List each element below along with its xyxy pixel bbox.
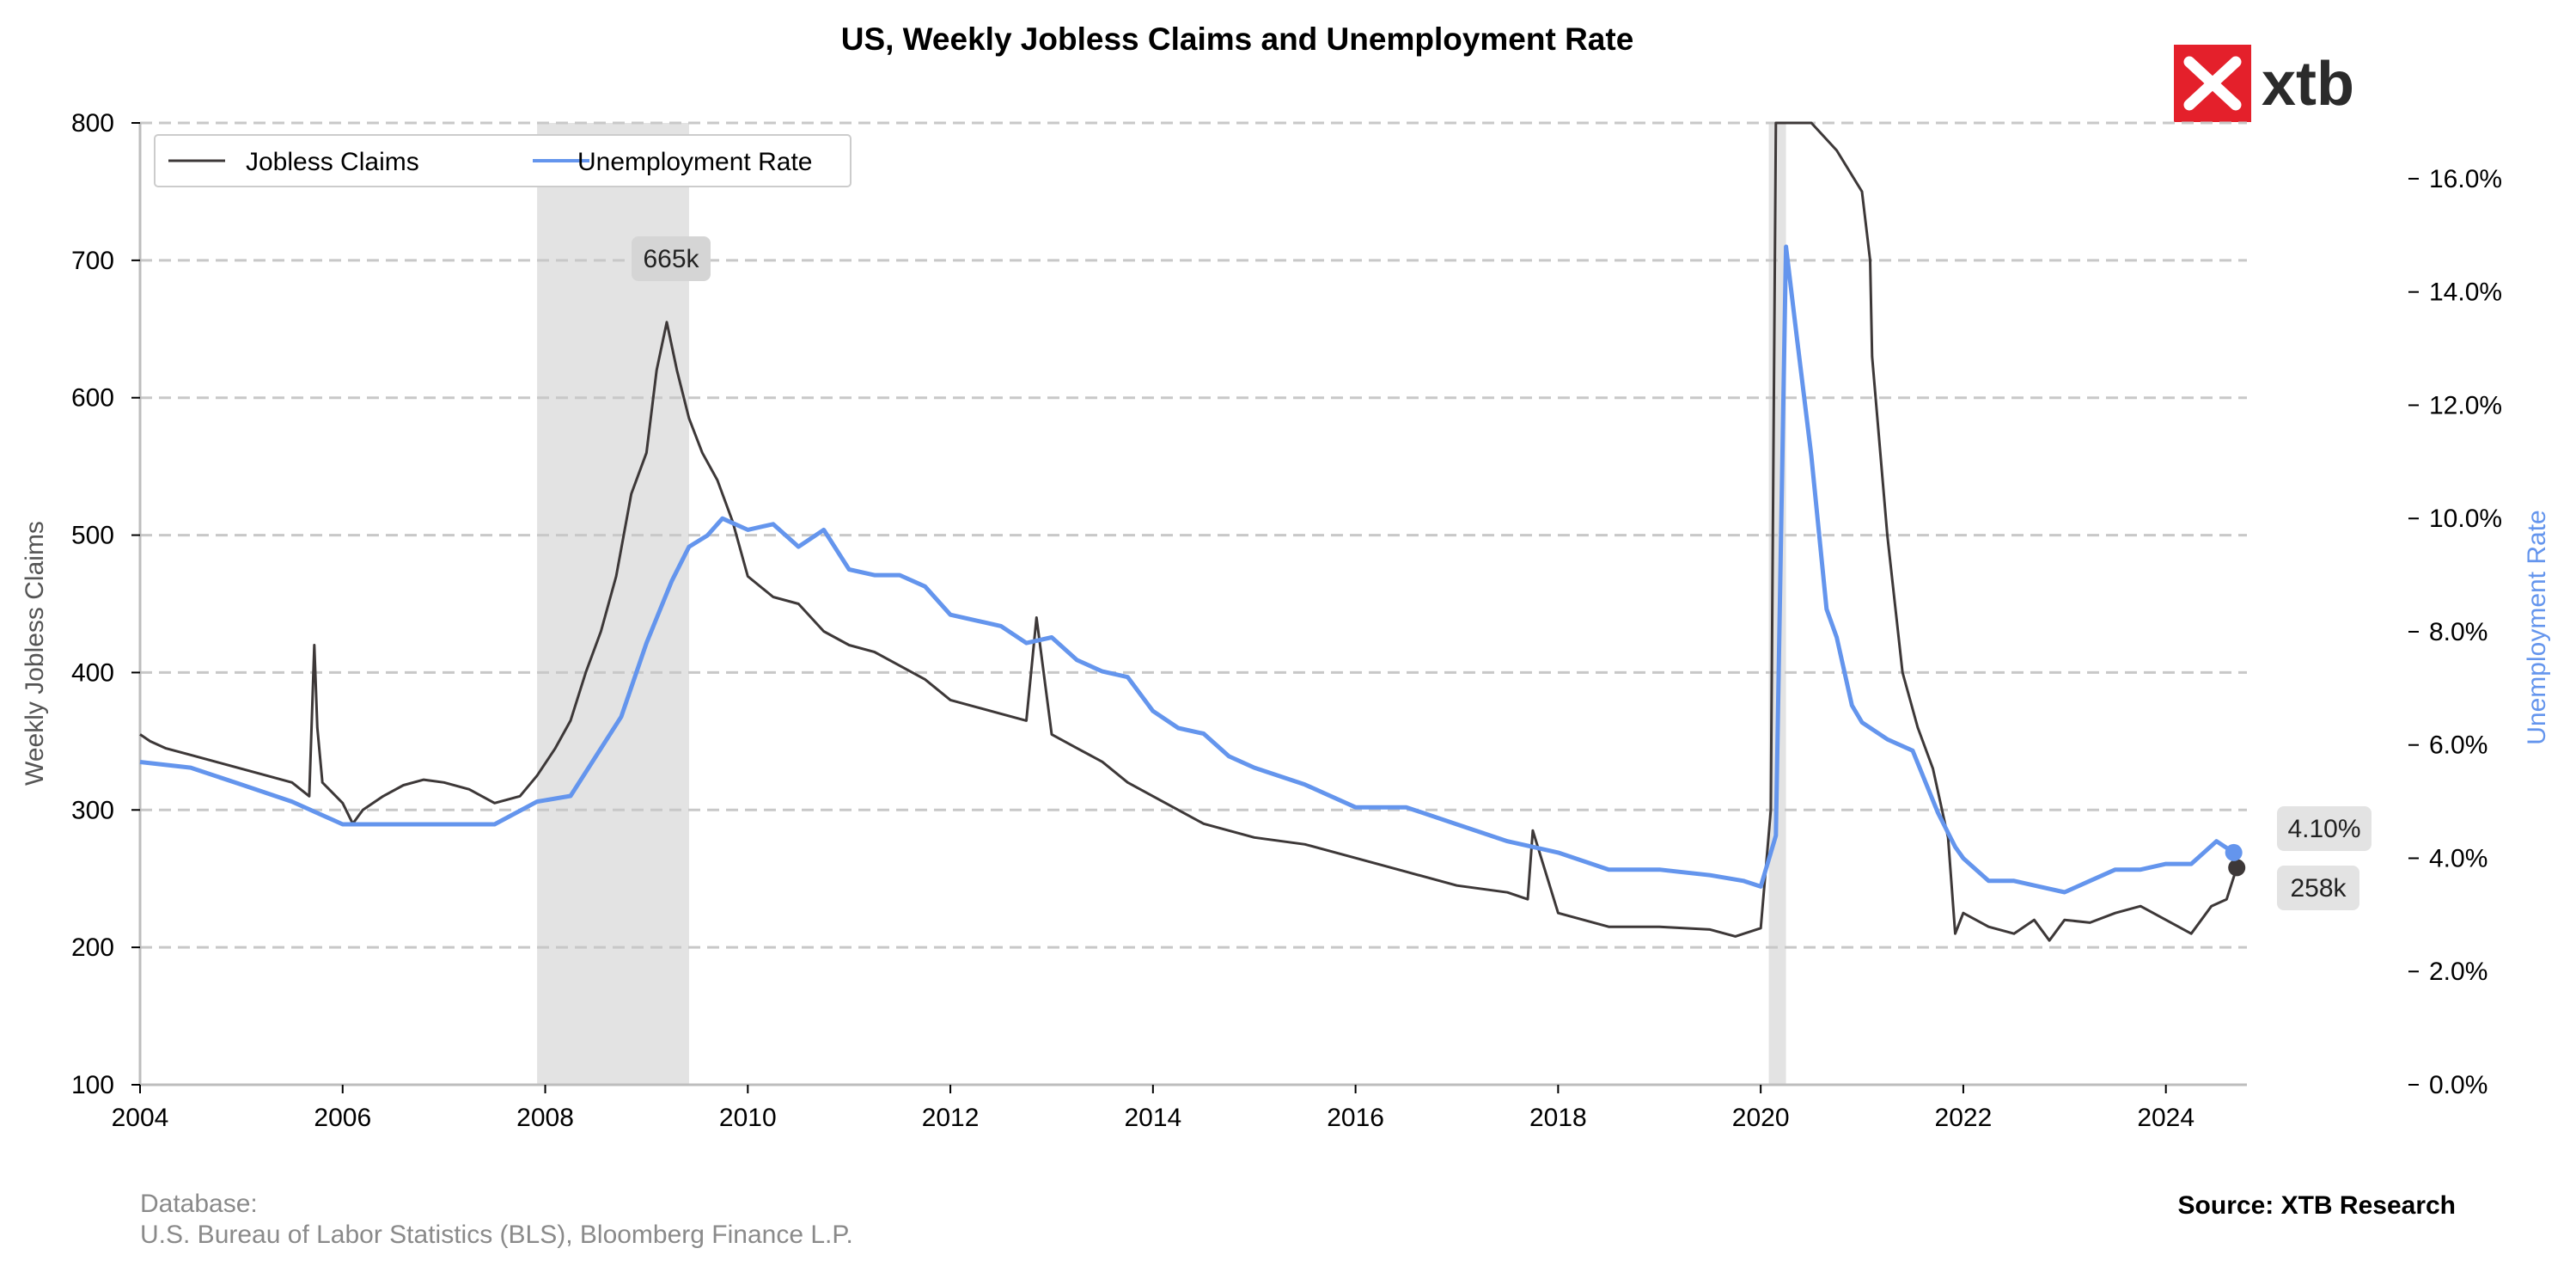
database-label: Database: bbox=[140, 1190, 258, 1218]
annotation-claims-badge bbox=[2277, 866, 2359, 910]
x-tick-label-7: 2018 bbox=[1529, 1104, 1587, 1132]
database-sources: U.S. Bureau of Labor Statistics (BLS), B… bbox=[140, 1221, 853, 1249]
legend-label-jobless: Jobless Claims bbox=[246, 148, 419, 176]
xtb-logo: xtb bbox=[2174, 45, 2354, 122]
unemployment-endpoint-marker bbox=[2225, 843, 2243, 861]
x-tick-label-2: 2008 bbox=[516, 1104, 574, 1132]
y-axis-left-label: Weekly Jobless Claims bbox=[21, 521, 49, 786]
y-left-tick-label-2: 300 bbox=[71, 796, 114, 824]
series-line-jobless bbox=[139, 121, 2238, 942]
y-left-tick-label-1: 200 bbox=[71, 933, 114, 962]
chart-title: US, Weekly Jobless Claims and Unemployme… bbox=[841, 21, 1634, 57]
annotation-peak-badge bbox=[632, 236, 711, 281]
x-tick-label-10: 2024 bbox=[2137, 1104, 2194, 1132]
logo-text: xtb bbox=[2262, 50, 2354, 119]
legend-box bbox=[154, 134, 852, 187]
y-right-tick-label-7: 14.0% bbox=[2429, 278, 2502, 307]
y-right-tick-label-3: 6.0% bbox=[2429, 731, 2487, 760]
y-left-tick-label-5: 600 bbox=[71, 384, 114, 413]
logo-x-icon bbox=[2183, 56, 2242, 111]
legend-label-unemployment: Unemployment Rate bbox=[577, 148, 812, 176]
x-tick-label-3: 2010 bbox=[719, 1104, 777, 1132]
y-right-tick-label-4: 8.0% bbox=[2429, 618, 2487, 646]
annotation-peak-2009: 665k bbox=[632, 236, 711, 281]
y-right-tick-label-2: 4.0% bbox=[2429, 844, 2487, 872]
annotation-unemployment-badge bbox=[2277, 806, 2372, 851]
y-right-tick-label-1: 2.0% bbox=[2429, 958, 2487, 986]
x-tick-label-9: 2022 bbox=[1935, 1104, 1993, 1132]
annotation-claims-text: 258k bbox=[2290, 874, 2347, 903]
annotation-unemployment-latest: 4.10% bbox=[2277, 806, 2372, 851]
y-left-tick-label-7: 800 bbox=[71, 109, 114, 138]
y-right-tick-label-5: 10.0% bbox=[2429, 505, 2502, 533]
annotation-peak-text: 665k bbox=[643, 245, 699, 273]
y-right-tick-label-8: 16.0% bbox=[2429, 165, 2502, 193]
y-right-tick-label-6: 12.0% bbox=[2429, 391, 2502, 419]
plot-area: 100 200 300 400 500 600 700 800 0.0% 2.0% 4.0% 6.0%… bbox=[71, 109, 2502, 1132]
x-tick-label-1: 2006 bbox=[314, 1104, 371, 1132]
x-tick-label-4: 2012 bbox=[922, 1104, 980, 1132]
x-tick-label-6: 2016 bbox=[1327, 1104, 1384, 1132]
y-right-tick-label-0: 0.0% bbox=[2429, 1071, 2487, 1099]
series-line-unemployment bbox=[139, 244, 2236, 895]
annotation-claims-latest: 258k bbox=[2277, 866, 2359, 910]
annotation-unemployment-text: 4.10% bbox=[2287, 815, 2360, 843]
source-label: Source: XTB Research bbox=[2178, 1191, 2456, 1220]
y-left-tick-label-4: 500 bbox=[71, 522, 114, 550]
x-tick-label-8: 2020 bbox=[1732, 1104, 1790, 1132]
y-left-tick-label-3: 400 bbox=[71, 658, 114, 687]
y-left-tick-label-0: 100 bbox=[71, 1071, 114, 1099]
legend: Jobless Claims Unemployment Rate bbox=[154, 134, 852, 187]
y-axis-right-label: Unemployment Rate bbox=[2523, 510, 2551, 744]
x-tick-label-5: 2014 bbox=[1124, 1104, 1181, 1132]
x-tick-label-0: 2004 bbox=[112, 1104, 169, 1132]
jobless-endpoint-marker bbox=[2228, 859, 2246, 877]
y-left-tick-label-6: 700 bbox=[71, 247, 114, 275]
